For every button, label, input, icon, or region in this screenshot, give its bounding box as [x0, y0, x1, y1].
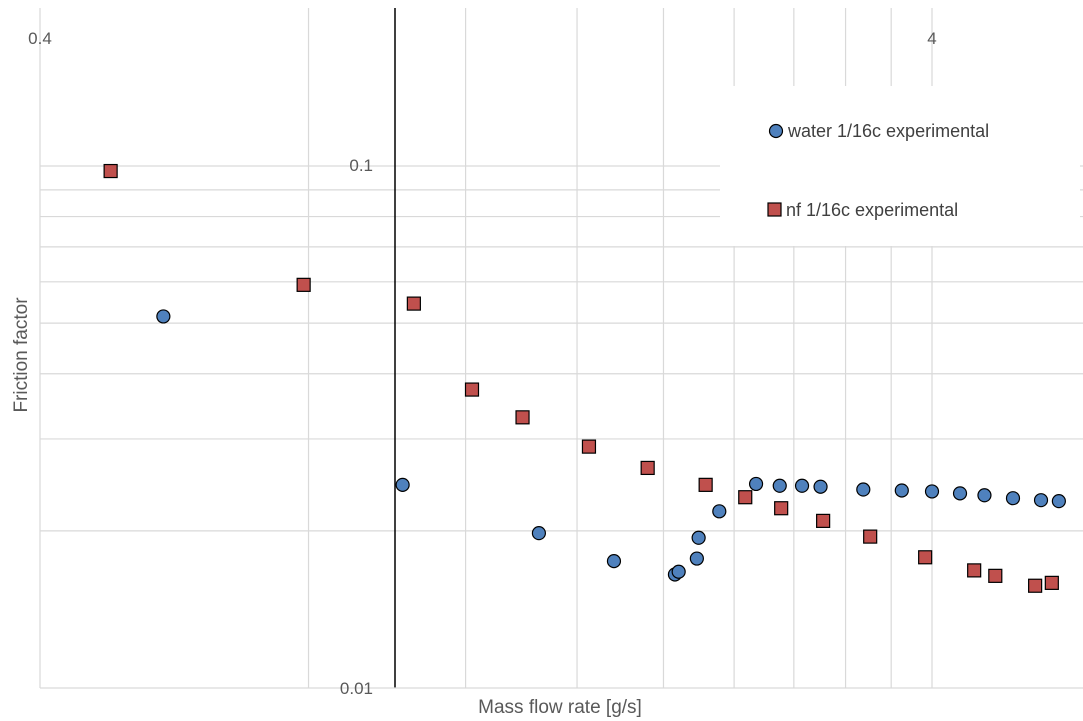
water-point	[813, 479, 828, 494]
water-point	[924, 484, 940, 499]
water-point	[856, 482, 871, 497]
water-point	[712, 504, 727, 519]
water-point	[1033, 493, 1049, 508]
nf-point	[816, 513, 831, 528]
water-point	[531, 526, 547, 541]
legend: water 1/16c experimental nf 1/16c experi…	[767, 121, 989, 220]
nf-point	[988, 568, 1003, 583]
water-point	[395, 477, 410, 492]
water-point	[952, 486, 968, 501]
water-point	[691, 530, 706, 545]
water-point	[894, 483, 909, 498]
water-point	[1005, 491, 1021, 506]
y-tick-label-0.01: 0.01	[340, 679, 373, 698]
nf-point	[464, 382, 480, 397]
nf-point	[698, 477, 713, 492]
nf-point	[918, 550, 933, 565]
water-point	[794, 478, 810, 493]
x-axis-title: Mass flow rate [g/s]	[478, 697, 642, 718]
water-point	[156, 309, 171, 324]
nf-point	[640, 460, 655, 476]
water-point	[748, 476, 764, 492]
nf-point	[774, 501, 789, 516]
nf-point	[863, 529, 878, 544]
series-water	[156, 309, 1066, 582]
y-axis-title: Friction factor	[11, 297, 32, 413]
legend-label-water: water 1/16c experimental	[787, 121, 989, 141]
water-point	[671, 564, 686, 579]
water-point	[1051, 494, 1066, 509]
nf-point	[1044, 575, 1059, 590]
x-tick-label-0.4: 0.4	[28, 29, 52, 48]
water-point	[689, 551, 704, 566]
water-point	[977, 488, 992, 503]
y-tick-label-0.1: 0.1	[349, 156, 373, 175]
nf-point	[581, 439, 597, 454]
nf-point	[738, 490, 753, 505]
legend-background	[720, 86, 1080, 246]
horizontal-gridlines	[40, 165, 1083, 532]
nf-point	[296, 277, 311, 292]
nf-point	[967, 563, 982, 578]
nf-point	[515, 410, 530, 425]
nf-point	[103, 163, 118, 179]
legend-marker-water	[768, 123, 784, 139]
series-nf	[103, 163, 1059, 593]
water-point	[606, 554, 622, 569]
nf-point	[406, 296, 421, 311]
legend-label-nf: nf 1/16c experimental	[786, 200, 958, 220]
x-tick-label-4: 4	[927, 29, 936, 48]
nf-point	[1028, 578, 1043, 593]
water-point	[772, 478, 787, 493]
legend-marker-nf	[767, 202, 782, 217]
